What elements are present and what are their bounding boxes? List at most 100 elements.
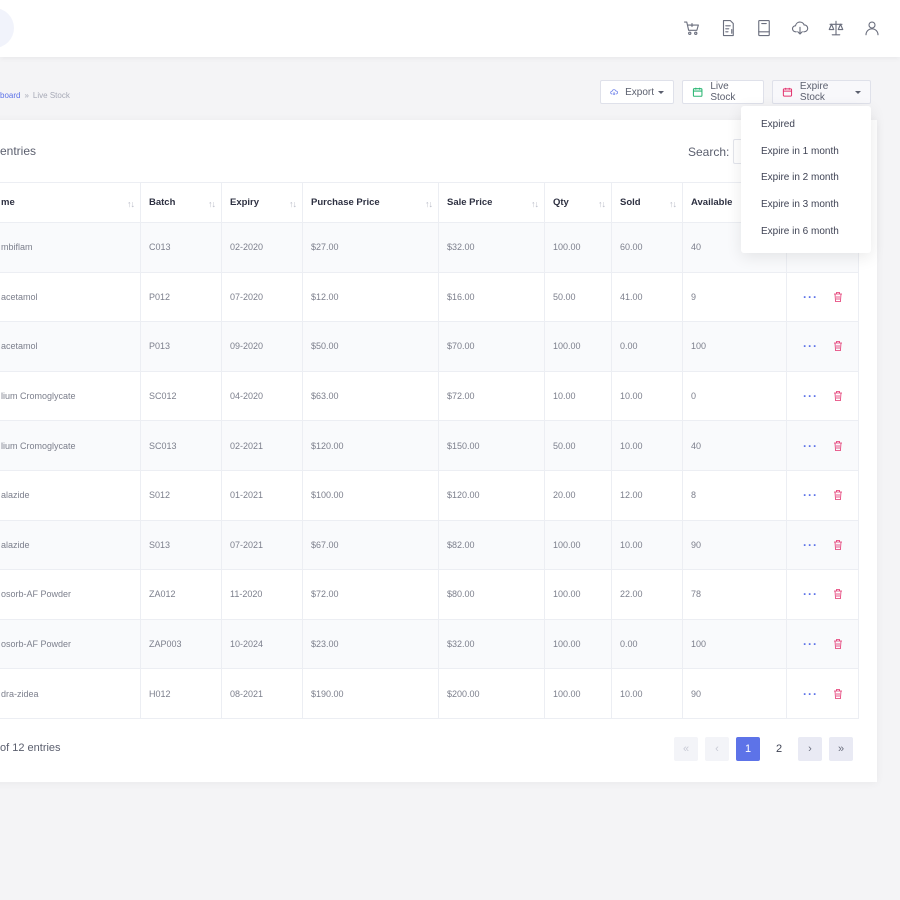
pagination-next[interactable]: › <box>798 737 822 761</box>
expiry-cell: 01-2021 <box>221 469 303 521</box>
name-cell[interactable]: acetamol <box>0 271 141 323</box>
breadcrumb-current: Live Stock <box>32 91 70 100</box>
expiry-cell: 04-2020 <box>221 370 303 422</box>
more-options-icon[interactable]: ··· <box>803 637 818 652</box>
more-options-icon[interactable]: ··· <box>803 339 818 354</box>
sold-cell: 10.00 <box>611 420 683 471</box>
actions-cell: ··· <box>786 569 859 620</box>
actions-cell: ··· <box>786 271 859 323</box>
trash-icon[interactable] <box>832 638 844 650</box>
chevron-down-icon <box>658 90 664 94</box>
top-navbar <box>0 0 900 57</box>
sale-price-cell: $80.00 <box>438 569 545 620</box>
table-row: osorb-AF Powder ZAP003 10-2024 $23.00 $32.00… <box>0 618 859 670</box>
column-header-expiry[interactable]: Expiry ↑↓ <box>221 182 303 223</box>
sort-icon: ↑↓ <box>425 199 433 209</box>
export-button[interactable]: Export <box>600 80 674 104</box>
qty-cell: 20.00 <box>544 469 612 521</box>
name-cell[interactable]: acetamol <box>0 321 141 372</box>
sale-price-cell: $120.00 <box>438 469 545 521</box>
user-icon[interactable] <box>862 18 882 38</box>
name-cell[interactable]: mbiflam <box>0 222 141 273</box>
sold-cell: 10.00 <box>611 519 683 571</box>
row-actions: ··· <box>795 439 850 453</box>
sale-price-cell: $200.00 <box>438 668 545 719</box>
live-stock-button[interactable]: Live Stock <box>682 80 764 104</box>
expire-menu-item[interactable]: Expire in 3 month <box>761 199 839 211</box>
row-actions: ··· <box>795 637 850 651</box>
calendar-icon <box>692 87 703 97</box>
export-label: Export <box>625 86 654 98</box>
column-header-sold[interactable]: Sold ↑↓ <box>611 182 683 223</box>
more-options-icon[interactable]: ··· <box>803 289 818 304</box>
breadcrumb-dashboard-link[interactable]: board <box>0 91 21 100</box>
expire-menu-item[interactable]: Expire in 1 month <box>761 145 839 157</box>
name-cell[interactable]: osorb-AF Powder <box>0 569 141 620</box>
cloud-download-icon[interactable] <box>790 18 810 38</box>
trash-icon[interactable] <box>832 539 844 551</box>
sidebar-toggle[interactable] <box>0 8 14 48</box>
actions-cell: ··· <box>786 370 859 422</box>
qty-cell: 100.00 <box>544 321 612 372</box>
name-cell[interactable]: alazide <box>0 519 141 571</box>
qty-cell: 100.00 <box>544 569 612 620</box>
more-options-icon[interactable]: ··· <box>803 587 818 602</box>
trash-icon[interactable] <box>832 340 844 352</box>
column-header-sale-price[interactable]: Sale Price ↑↓ <box>438 182 545 223</box>
trash-icon[interactable] <box>832 688 844 700</box>
actions-cell: ··· <box>786 420 859 471</box>
trash-icon[interactable] <box>832 588 844 600</box>
purchase-price-cell: $63.00 <box>302 370 439 422</box>
column-header-name[interactable]: me ↑↓ <box>0 182 141 223</box>
more-options-icon[interactable]: ··· <box>803 389 818 404</box>
name-cell[interactable]: lium Cromoglycate <box>0 420 141 471</box>
book-icon[interactable] <box>754 18 774 38</box>
sold-cell: 22.00 <box>611 569 683 620</box>
qty-cell: 100.00 <box>544 618 612 670</box>
name-cell[interactable]: osorb-AF Powder <box>0 618 141 670</box>
more-options-icon[interactable]: ··· <box>803 537 818 552</box>
pagination: « ‹ 1 2 › » <box>674 737 853 761</box>
pagination-prev[interactable]: ‹ <box>705 737 729 761</box>
column-header-purchase-price[interactable]: Purchase Price ↑↓ <box>302 182 439 223</box>
actions-cell: ··· <box>786 668 859 719</box>
expire-menu-item[interactable]: Expired <box>761 119 795 130</box>
batch-cell: ZA012 <box>140 569 222 620</box>
pagination-last[interactable]: » <box>829 737 853 761</box>
expire-stock-button[interactable]: Expire Stock <box>772 80 871 104</box>
pagination-page-1[interactable]: 1 <box>736 737 760 761</box>
expiry-cell: 07-2021 <box>221 519 303 571</box>
pagination-page-2[interactable]: 2 <box>767 737 791 761</box>
name-cell[interactable]: alazide <box>0 469 141 521</box>
expire-menu-item[interactable]: Expire in 2 month <box>761 172 839 184</box>
chevron-down-icon <box>855 90 861 94</box>
row-actions: ··· <box>795 339 850 353</box>
pagination-first[interactable]: « <box>674 737 698 761</box>
sort-icon: ↑↓ <box>531 199 539 209</box>
available-cell: 100 <box>682 321 787 372</box>
qty-cell: 50.00 <box>544 420 612 471</box>
purchase-price-cell: $50.00 <box>302 321 439 372</box>
table-row: mbiflam C013 02-2020 $27.00 $32.00 100.00 60.0… <box>0 222 859 273</box>
sold-cell: 60.00 <box>611 222 683 273</box>
more-options-icon[interactable]: ··· <box>803 438 818 453</box>
cart-icon[interactable] <box>682 18 702 38</box>
batch-cell: P013 <box>140 321 222 372</box>
trash-icon[interactable] <box>832 291 844 303</box>
trash-icon[interactable] <box>832 489 844 501</box>
invoice-icon[interactable] <box>718 18 738 38</box>
more-options-icon[interactable]: ··· <box>803 686 818 701</box>
trash-icon[interactable] <box>832 390 844 402</box>
column-header-batch[interactable]: Batch ↑↓ <box>140 182 222 223</box>
breadcrumb: board » Live Stock <box>0 91 70 100</box>
column-header-qty[interactable]: Qty ↑↓ <box>544 182 612 223</box>
scale-icon[interactable] <box>826 18 846 38</box>
sold-cell: 0.00 <box>611 618 683 670</box>
expiry-cell: 10-2024 <box>221 618 303 670</box>
name-cell[interactable]: lium Cromoglycate <box>0 370 141 422</box>
expire-menu-item[interactable]: Expire in 6 month <box>761 225 839 237</box>
row-actions: ··· <box>795 488 850 502</box>
name-cell[interactable]: dra-zidea <box>0 668 141 719</box>
trash-icon[interactable] <box>832 440 844 452</box>
more-options-icon[interactable]: ··· <box>803 488 818 503</box>
